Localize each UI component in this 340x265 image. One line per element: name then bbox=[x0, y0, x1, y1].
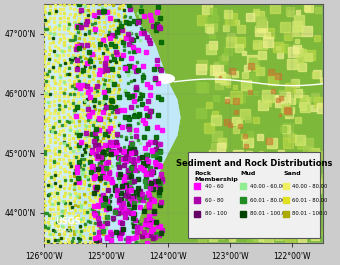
Polygon shape bbox=[75, 4, 181, 243]
Polygon shape bbox=[131, 4, 323, 243]
Ellipse shape bbox=[156, 74, 174, 83]
Bar bbox=[45, 4, 137, 243]
